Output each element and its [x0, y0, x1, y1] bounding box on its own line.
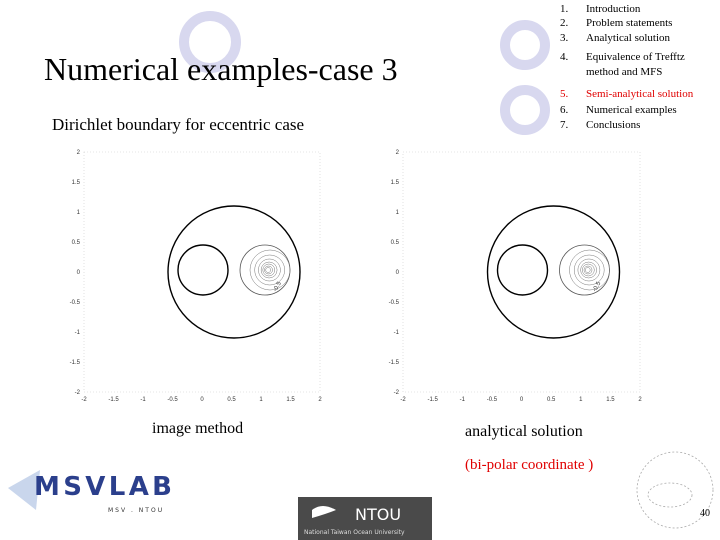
- contour-line: [569, 249, 610, 291]
- sketch: [636, 451, 714, 529]
- contour-line: [573, 254, 605, 286]
- outline-number: 6.: [560, 104, 569, 116]
- school-abbr: NTOU: [355, 505, 401, 524]
- x-tick-label: 2: [638, 397, 642, 403]
- outer-boundary: [486, 205, 621, 339]
- x-tick-label: 0.5: [547, 397, 556, 403]
- y-tick-label: 1.5: [391, 180, 400, 186]
- y-tick-label: 0: [396, 270, 400, 276]
- lab-sub: MSV . NTOU: [108, 507, 164, 514]
- x-tick-label: -2: [400, 397, 406, 403]
- y-tick-label: -0.5: [389, 300, 400, 306]
- contour-line: [262, 263, 276, 277]
- contour-line: [583, 265, 593, 275]
- page-number: 40: [700, 508, 710, 519]
- outer-boundary: [167, 205, 301, 339]
- school-logo: NTOU National Taiwan Ocean University: [298, 497, 432, 540]
- contour-line: [577, 258, 601, 282]
- outline-text: Analytical solution: [586, 32, 671, 44]
- x-tick-label: -0.5: [167, 397, 178, 403]
- contour-line: [264, 265, 273, 275]
- y-tick-label: 1: [396, 210, 400, 216]
- outline-number: 3.: [560, 32, 569, 44]
- y-tick-label: 1: [77, 210, 81, 216]
- x-tick-label: -1: [460, 397, 466, 403]
- y-tick-label: 0.5: [72, 240, 81, 246]
- x-tick-label: 1.5: [286, 397, 295, 403]
- x-tick-label: -1.5: [427, 397, 438, 403]
- x-tick-label: 0: [520, 397, 524, 403]
- contour-line: [254, 254, 285, 286]
- y-tick-label: -2: [394, 390, 400, 396]
- x-tick-label: -0.5: [487, 397, 498, 403]
- contour-label: -0.5: [592, 280, 603, 293]
- contour-label: -0.5: [273, 280, 284, 293]
- y-tick-label: 1.5: [72, 180, 81, 186]
- plot-note: (bi-polar coordinate ): [465, 457, 593, 473]
- subtitle: Dirichlet boundary for eccentric case: [52, 115, 304, 134]
- outline-number: 7.: [560, 119, 569, 131]
- x-tick-label: 0: [200, 397, 204, 403]
- plot-caption: analytical solution: [465, 423, 583, 440]
- outline-text: Problem statements: [586, 17, 672, 29]
- outline: 1. Introduction 2. Problem statements 3. Anal…: [560, 3, 694, 131]
- lab-name: MSVLAB: [34, 472, 172, 502]
- outline-text: Semi-analytical solution: [586, 88, 694, 100]
- slide-title: Numerical examples-case 3: [44, 51, 398, 87]
- outline-text: Numerical examples: [586, 104, 677, 116]
- outline-number: 5.: [560, 88, 569, 100]
- y-tick-label: 0: [77, 270, 81, 276]
- y-tick-label: 2: [77, 150, 81, 156]
- x-tick-label: 1: [579, 397, 583, 403]
- lab-logo: MSVLAB MSV . NTOU: [8, 470, 172, 514]
- y-tick-label: -1: [394, 330, 400, 336]
- contour-line: [260, 261, 278, 279]
- outline-number: 4.: [560, 51, 569, 63]
- x-tick-label: 2: [318, 397, 322, 403]
- x-tick-label: -2: [81, 397, 87, 403]
- plot-frame: [402, 151, 641, 393]
- x-tick-label: 0.5: [227, 397, 236, 403]
- x-tick-label: -1.5: [108, 397, 119, 403]
- y-tick-label: -1: [75, 330, 81, 336]
- outline-text: Equivalence of Trefftz method and MFS: [586, 51, 685, 78]
- contour-line: [580, 261, 597, 279]
- contour-line: [265, 267, 271, 273]
- plot-frame: [83, 151, 321, 393]
- outline-number: 1.: [560, 3, 569, 15]
- y-tick-label: 0.5: [391, 240, 400, 246]
- contour-line: [584, 267, 591, 273]
- y-tick-label: -0.5: [70, 300, 81, 306]
- x-tick-label: -1: [140, 397, 146, 403]
- school-name: National Taiwan Ocean University: [304, 529, 405, 536]
- plot-caption: image method: [152, 420, 243, 437]
- outline-number: 2.: [560, 17, 569, 29]
- inner-boundary: [177, 244, 229, 296]
- x-tick-label: 1: [259, 397, 263, 403]
- y-tick-label: -1.5: [70, 360, 81, 366]
- contour-line: [258, 258, 281, 282]
- contour-line: [249, 249, 291, 291]
- decor-circles: [179, 11, 550, 135]
- contour-plot: 2 1.5 1 0.5 0 -0.5 -1 -1.5 -2-2 -1.5 -1 -0.5 0 0.5 1 1.…: [70, 150, 323, 403]
- source-boundary: [239, 244, 291, 296]
- y-tick-label: -1.5: [389, 360, 400, 366]
- y-tick-label: 2: [396, 150, 400, 156]
- contour-plot: 2 1.5 1 0.5 0 -0.5 -1 -1.5 -2-2 -1.5 -1 -0.5 0 0.5 1 1.…: [389, 150, 643, 403]
- outline-text: Introduction: [586, 3, 641, 15]
- outline-text: Conclusions: [586, 119, 640, 131]
- plots: 21.510.50-0.5-1-1.5-2-2 -1.5 -1 -0.5 0 0.5 1 1.…: [70, 150, 643, 473]
- x-tick-label: 1.5: [606, 397, 615, 403]
- contour-line: [582, 263, 595, 277]
- source-boundary: [559, 244, 610, 296]
- inner-boundary: [496, 244, 549, 296]
- y-tick-label: -2: [75, 390, 81, 396]
